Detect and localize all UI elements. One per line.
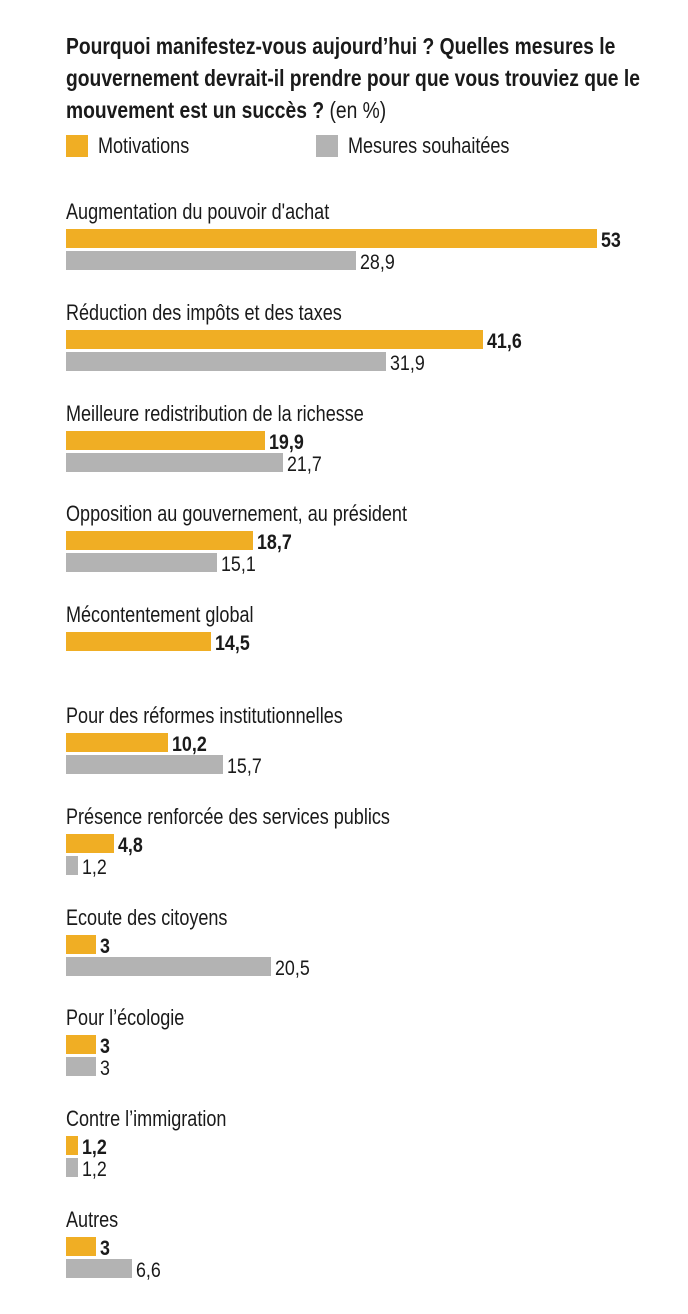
- data-label: 3: [100, 1035, 110, 1059]
- category-label: Meilleure redistribution de la richesse: [66, 400, 364, 426]
- bar-motivations: [66, 1035, 97, 1055]
- data-label: 4,8: [118, 833, 143, 857]
- category-label: Pour des réformes institutionnelles: [66, 703, 343, 728]
- data-label: 10,2: [172, 733, 207, 756]
- bar-motivations: [66, 1237, 97, 1256]
- category-label: Pour l’écologie: [66, 1005, 185, 1031]
- bar-mesures: [66, 251, 356, 270]
- chart-title: Pourquoi manifestez-vous aujourd’hui ? Q…: [66, 30, 640, 126]
- legend-item-mesures: Mesures souhaitées: [316, 133, 545, 159]
- category-label: Mécontentement global: [66, 602, 254, 628]
- bar-motivations: [66, 1136, 79, 1156]
- legend-item-motivations: Motivations: [66, 133, 209, 159]
- legend-swatch-motivations: [66, 135, 88, 157]
- bar-motivations: [66, 531, 254, 551]
- data-label: 3: [100, 1237, 110, 1260]
- data-label: 28,9: [359, 251, 395, 274]
- data-label: 14,5: [215, 632, 251, 656]
- data-label: 1,2: [82, 855, 107, 879]
- category-label: Autres: [66, 1207, 119, 1232]
- data-label: 3: [100, 1057, 110, 1081]
- bar-motivations: [66, 833, 115, 853]
- category-label: Présence renforcée des services publics: [66, 803, 390, 829]
- data-label: 18,7: [257, 531, 293, 555]
- data-label: 15,1: [221, 553, 257, 577]
- category-label: Contre l’immigration: [66, 1106, 227, 1132]
- data-label: 21,7: [287, 452, 323, 476]
- legend-label: Motivations: [98, 133, 190, 158]
- data-label: 6,6: [136, 1259, 161, 1282]
- data-label: 1,2: [82, 1158, 107, 1182]
- legend-label: Mesures souhaitées: [348, 133, 510, 158]
- bar-motivations: [66, 733, 169, 752]
- bar-mesures: [66, 855, 79, 875]
- bar-motivations: [66, 329, 483, 349]
- bar-mesures: [66, 553, 218, 573]
- title-text: Pourquoi manifestez-vous aujourd’hui ? Q…: [66, 33, 640, 123]
- bar-motivations: [66, 430, 266, 450]
- data-label: 20,5: [275, 956, 311, 980]
- bar-mesures: [66, 755, 224, 774]
- category-label: Augmentation du pouvoir d'achat: [66, 199, 330, 224]
- data-label: 1,2: [82, 1136, 107, 1160]
- bar-mesures: [66, 956, 272, 976]
- data-label: 31,9: [389, 351, 425, 375]
- bar-motivations: [66, 934, 97, 954]
- data-label: 3: [100, 934, 110, 958]
- title-unit: (en %): [329, 97, 387, 123]
- bar-mesures: [66, 1057, 97, 1077]
- bar-mesures: [66, 452, 284, 472]
- data-label: 19,9: [269, 430, 305, 454]
- category-label: Réduction des impôts et des taxes: [66, 299, 342, 325]
- bar-motivations: [66, 229, 597, 248]
- bar-motivations: [66, 632, 212, 652]
- data-label: 15,7: [227, 755, 263, 778]
- legend-swatch-mesures: [316, 135, 338, 157]
- category-label: Opposition au gouvernement, au président: [66, 501, 407, 527]
- bar-mesures: [66, 351, 386, 371]
- data-label: 41,6: [486, 329, 522, 353]
- bar-mesures: [66, 1158, 79, 1178]
- category-label: Ecoute des citoyens: [66, 904, 228, 930]
- bar-mesures: [66, 1259, 133, 1278]
- data-label: 53: [601, 229, 621, 252]
